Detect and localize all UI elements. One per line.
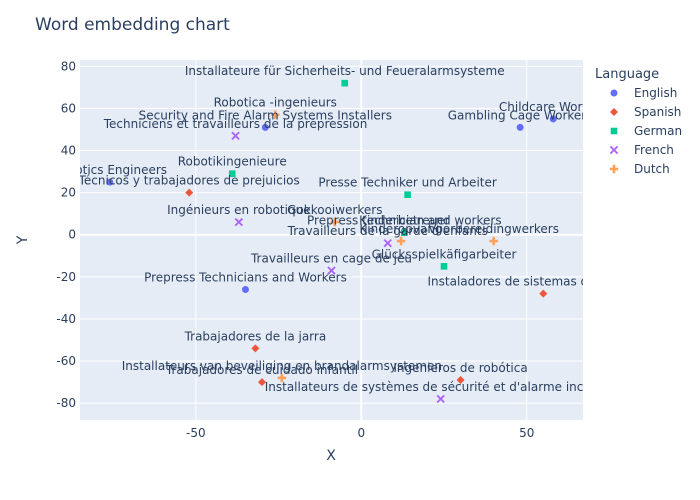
point-label: Travailleurs en cage de jeu xyxy=(250,252,412,266)
data-point-english[interactable] xyxy=(261,123,269,131)
data-point-german[interactable] xyxy=(228,170,236,177)
data-point-french[interactable] xyxy=(234,217,244,227)
legend-marker-spanish[interactable] xyxy=(610,108,618,116)
data-point-spanish[interactable] xyxy=(258,378,267,387)
legend-title: Language xyxy=(595,67,659,82)
y-tick-label: 0 xyxy=(68,228,76,242)
legend-label: French xyxy=(634,143,674,157)
point-label: Robotics Engineers xyxy=(53,163,168,177)
y-tick-label: -20 xyxy=(56,270,76,284)
point-label: Ingénieurs en robotique xyxy=(167,203,311,217)
point-label: Prepress technician and workers xyxy=(307,214,502,228)
data-point-spanish[interactable] xyxy=(251,344,260,353)
legend-label: Spanish xyxy=(634,105,681,119)
legend[interactable]: Language English Spanish German French Dutch xyxy=(595,67,682,176)
data-point-dutch[interactable] xyxy=(489,236,498,246)
point-label: Técnicos y trabajadores de prejuicios xyxy=(78,174,300,188)
legend-marker-dutch[interactable] xyxy=(609,164,619,174)
y-tick-label: -80 xyxy=(56,396,76,410)
point-label: Robotikingenieure xyxy=(178,155,287,169)
point-label: Installateure für Sicherheits- und Feuer… xyxy=(185,64,505,78)
data-point-english[interactable] xyxy=(241,285,249,293)
x-tick-label: 0 xyxy=(357,426,365,440)
point-label: Prepress Technicians and Workers xyxy=(144,270,347,284)
point-label: Presse Techniker und Arbeiter xyxy=(318,176,496,190)
y-tick-label: 60 xyxy=(61,101,76,115)
data-point-french[interactable] xyxy=(383,238,392,248)
point-labels: Robotics Engineers Security and Fire Alar… xyxy=(53,64,659,394)
y-axis-ticks: -80 -60 -40 -20 0 20 40 60 80 xyxy=(56,59,76,410)
y-tick-label: -60 xyxy=(56,354,76,368)
point-label: Security and Fire Alarm Systems Installe… xyxy=(139,108,392,122)
legend-item-german[interactable]: German xyxy=(610,124,682,138)
x-axis-ticks: -50 0 50 xyxy=(186,426,534,440)
data-point-german[interactable] xyxy=(404,191,411,199)
y-tick-label: 80 xyxy=(61,59,76,73)
data-point-spanish[interactable] xyxy=(456,376,465,384)
x-tick-label: -50 xyxy=(186,426,206,440)
x-tick-label: 50 xyxy=(519,426,534,440)
data-point-dutch[interactable] xyxy=(396,236,406,246)
legend-marker-french[interactable] xyxy=(609,145,619,155)
y-axis-title: Y xyxy=(15,235,31,245)
point-label: Childcare Workers xyxy=(499,100,608,114)
data-point-spanish[interactable] xyxy=(539,289,548,298)
data-point-english[interactable] xyxy=(549,115,557,123)
point-label: Techniciens et travailleurs de la prépre… xyxy=(103,117,368,131)
data-point-german[interactable] xyxy=(401,229,408,236)
y-tick-label: 20 xyxy=(61,186,76,200)
data-point-french[interactable] xyxy=(231,131,240,140)
point-label: Kinderbetreuer xyxy=(359,214,449,228)
legend-label: English xyxy=(634,86,677,100)
legend-marker-english[interactable] xyxy=(610,89,618,97)
y-tick-label: -40 xyxy=(56,312,76,326)
legend-item-english[interactable]: English xyxy=(610,86,678,100)
point-label: Trabajadores de cuidado infantil xyxy=(165,363,358,377)
data-point-dutch[interactable] xyxy=(330,217,340,227)
point-label: Instaladores de sistemas de seguridad xyxy=(427,275,659,289)
x-axis-title: X xyxy=(326,448,336,464)
grid-lines xyxy=(80,60,583,420)
legend-item-french[interactable]: French xyxy=(609,143,674,157)
data-point-dutch[interactable] xyxy=(277,373,287,383)
point-label: Travailleurs de la garde d'enfants xyxy=(287,224,488,238)
point-label: Gambling Cage Workers xyxy=(448,108,593,122)
point-label: Ingenieros de robótica xyxy=(393,361,527,375)
data-point-english[interactable] xyxy=(516,123,524,131)
point-label: Installateurs van beveiliging en brandal… xyxy=(122,359,442,373)
point-label: Trabajadores de la jarra xyxy=(184,329,327,343)
data-point-french[interactable] xyxy=(327,266,336,275)
point-label: Gokkooiwerkers xyxy=(287,203,382,217)
data-point-french[interactable] xyxy=(436,394,445,404)
plot-background xyxy=(80,60,583,420)
point-label: Glücksspielkäfigarbeiter xyxy=(372,247,517,261)
point-label: Kinderopvang xyxy=(359,222,442,236)
legend-item-spanish[interactable]: Spanish xyxy=(610,105,681,119)
y-tick-label: 40 xyxy=(61,144,76,158)
point-label: Robotica -ingenieurs xyxy=(214,96,337,110)
point-label: Installateurs de systèmes de sécurité et… xyxy=(265,380,617,394)
data-point-spanish[interactable] xyxy=(185,188,194,197)
data-point-english[interactable] xyxy=(106,178,114,186)
legend-marker-german[interactable] xyxy=(610,127,618,135)
data-point-dutch[interactable] xyxy=(271,110,280,119)
data-point-german[interactable] xyxy=(341,79,349,87)
chart-title: Word embedding chart xyxy=(35,15,230,35)
data-points xyxy=(106,79,557,404)
legend-label: German xyxy=(634,124,682,138)
legend-label: Dutch xyxy=(634,162,670,176)
point-label: Voorbereidingwerkers xyxy=(428,222,559,236)
legend-item-dutch[interactable]: Dutch xyxy=(609,162,670,176)
data-point-german[interactable] xyxy=(440,263,448,270)
